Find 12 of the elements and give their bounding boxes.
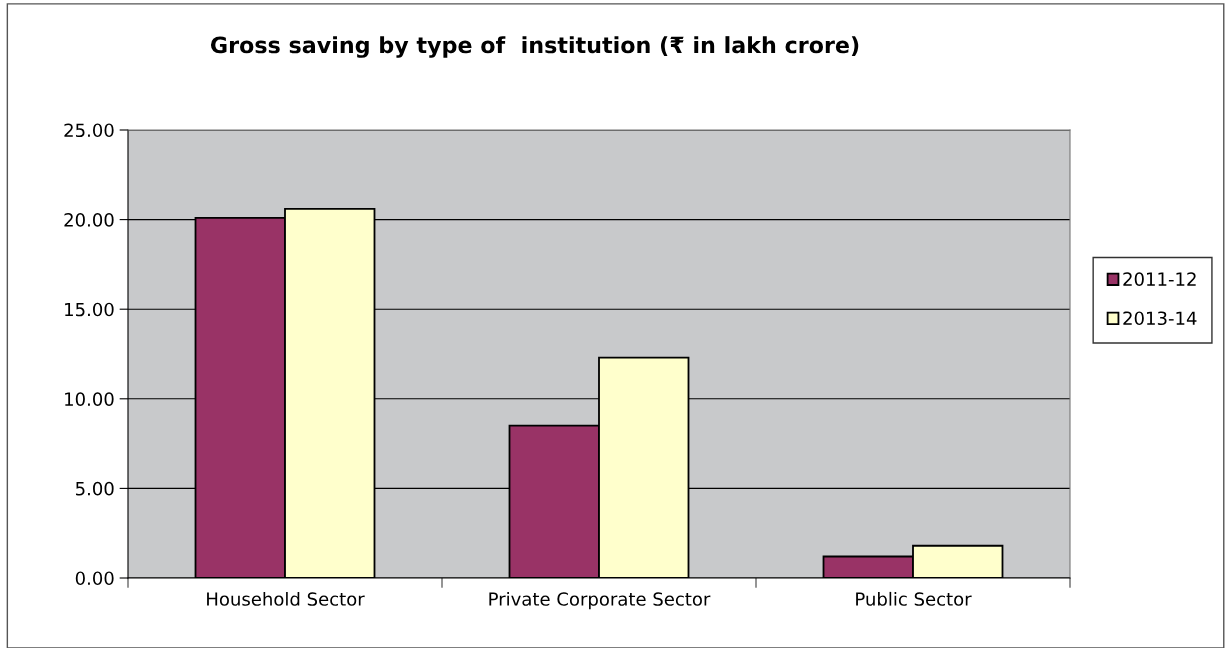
y-tick-label: 5.00 bbox=[76, 481, 114, 496]
y-tick-label: 15.00 bbox=[65, 302, 114, 317]
chart-title: Gross saving by type of institution (₹ in lakh crore) bbox=[210, 36, 859, 58]
y-tick-label: 0.00 bbox=[75, 571, 114, 586]
y-tick-label: 20.00 bbox=[64, 213, 114, 227]
y-tick-label: 25.00 bbox=[64, 123, 114, 138]
y-tick-label: 10.00 bbox=[65, 392, 114, 406]
legend-label: 2013-14 bbox=[1123, 311, 1197, 326]
x-tick-label: Private Corporate Sector bbox=[489, 591, 711, 610]
legend-label: 2011-12 bbox=[1123, 272, 1196, 286]
x-tick-label: Household Sector bbox=[207, 591, 365, 606]
x-tick-label: Public Sector bbox=[856, 591, 972, 606]
